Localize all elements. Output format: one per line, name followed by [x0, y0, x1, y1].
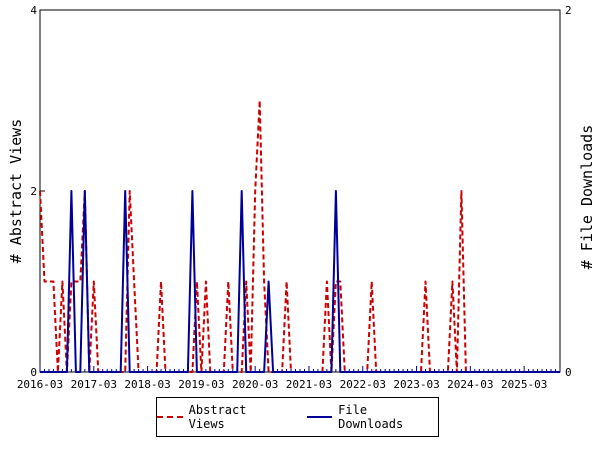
legend-swatch-downloads [306, 416, 333, 418]
y-left-tick-label: 4 [30, 4, 37, 17]
x-tick-label: 2016-03 [17, 378, 63, 391]
y-right-tick-label: 0 [565, 366, 572, 379]
x-tick-labels: 2016-03 2017-03 2018-03 2019-03 2020-03 2021-… [17, 378, 547, 391]
y-axis-title-left: # Abstract Views [7, 119, 25, 264]
y-left-tick-label: 2 [30, 185, 37, 198]
x-tick-label: 2023-03 [393, 378, 439, 391]
x-tick-label: 2020-03 [232, 378, 278, 391]
plot-area [39, 9, 561, 373]
x-tick-label: 2019-03 [178, 378, 224, 391]
y-axis-title-right: # File Downloads [578, 125, 596, 270]
series-line-file-downloads [40, 190, 560, 373]
x-tick-label: 2025-03 [501, 378, 547, 391]
legend-entry-views: Abstract Views [157, 403, 289, 431]
x-tick-label: 2022-03 [340, 378, 386, 391]
x-tick-label: 2021-03 [286, 378, 332, 391]
legend: Abstract Views File Downloads [156, 397, 439, 437]
x-tick-label: 2017-03 [71, 378, 117, 391]
x-tick-label: 2018-03 [124, 378, 170, 391]
legend-entry-downloads: File Downloads [306, 403, 439, 431]
legend-label-downloads: File Downloads [338, 403, 404, 431]
series-layer [39, 99, 560, 373]
y-right-tick-label: 2 [565, 4, 572, 17]
legend-label-views: Abstract Views [188, 403, 247, 431]
x-tick-label: 2024-03 [447, 378, 493, 391]
y-left-tick-label: 0 [30, 366, 37, 379]
legend-swatch-views [157, 416, 183, 418]
